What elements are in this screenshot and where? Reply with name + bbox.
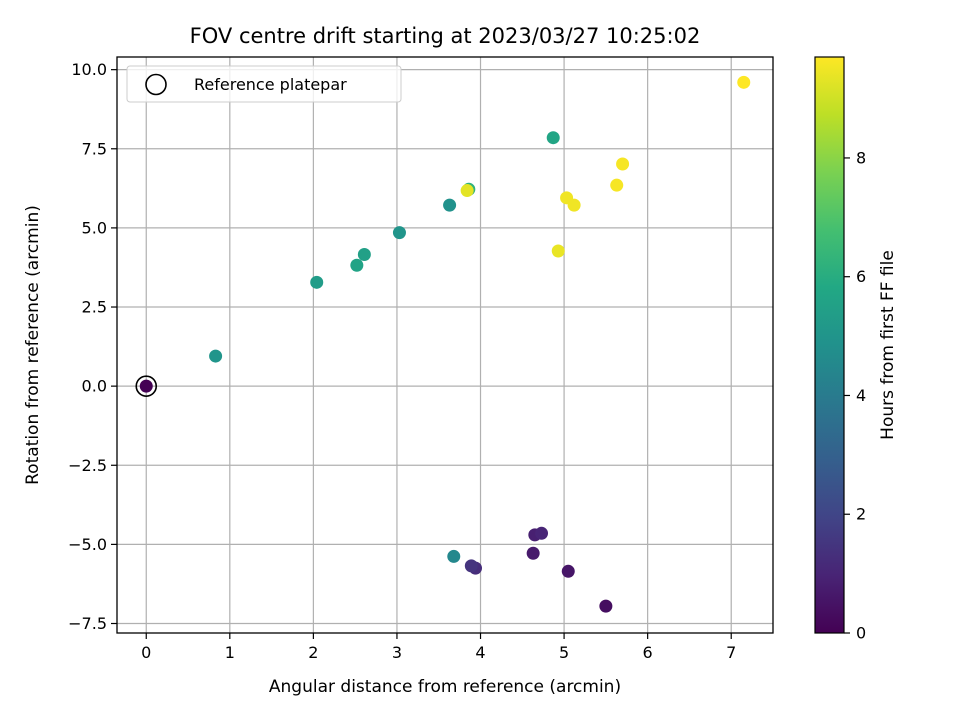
data-point (616, 157, 630, 171)
y-tick-label: 0.0 (82, 377, 107, 396)
chart-title: FOV centre drift starting at 2023/03/27 … (190, 24, 701, 48)
x-tick-label: 5 (559, 643, 569, 662)
colorbar-gradient (815, 57, 844, 633)
y-axis: −7.5 −5.0 −2.5 0.0 2.5 5.0 7.5 10.0 (68, 60, 117, 633)
colorbar-ticks: 0 2 4 6 8 (844, 148, 866, 643)
data-point (447, 549, 461, 563)
data-point (551, 244, 565, 258)
data-point (350, 258, 364, 272)
y-tick-label: 7.5 (82, 139, 107, 158)
reference-platepar-marker (135, 375, 158, 397)
data-point (567, 198, 581, 212)
y-tick-label: −2.5 (68, 456, 107, 475)
data-point (357, 247, 371, 261)
colorbar-tick-label: 2 (856, 505, 866, 524)
data-point (737, 75, 751, 89)
y-axis-label: Rotation from reference (arcmin) (23, 205, 43, 485)
x-axis: 0 1 2 3 4 5 6 7 (141, 633, 736, 662)
plot-background (117, 57, 773, 633)
x-tick-label: 3 (392, 643, 402, 662)
colorbar: 0 2 4 6 8 Hours from first FF file (814, 56, 898, 643)
x-axis-label: Angular distance from reference (arcmin) (269, 677, 621, 697)
x-tick-label: 4 (475, 643, 485, 662)
legend-label-reference-platepar: Reference platepar (194, 75, 347, 94)
legend: Reference platepar (126, 65, 402, 103)
legend-box (126, 65, 402, 103)
x-tick-label: 6 (643, 643, 653, 662)
colorbar-tick-label: 0 (856, 624, 866, 643)
data-point (310, 275, 324, 289)
data-point (526, 546, 540, 560)
y-tick-label: 5.0 (82, 218, 107, 237)
y-tick-label: 10.0 (71, 60, 107, 79)
data-point (139, 379, 153, 393)
data-point (209, 349, 223, 363)
colorbar-tick-label: 4 (856, 386, 866, 405)
data-point (610, 178, 624, 192)
x-tick-label: 1 (225, 643, 235, 662)
data-point (392, 226, 406, 240)
data-point (561, 564, 575, 578)
data-point (546, 131, 560, 145)
x-tick-label: 0 (141, 643, 151, 662)
y-tick-label: −7.5 (68, 614, 107, 633)
scatter-points (139, 75, 751, 613)
data-point (535, 526, 549, 540)
colorbar-tick-label: 8 (856, 148, 866, 167)
x-tick-label: 2 (308, 643, 318, 662)
y-tick-label: 2.5 (82, 298, 107, 317)
colorbar-frame (814, 56, 845, 634)
y-tick-label: −5.0 (68, 535, 107, 554)
x-tick-label: 7 (726, 643, 736, 662)
data-point (599, 599, 613, 613)
colorbar-label: Hours from first FF file (878, 250, 898, 440)
legend-reference-marker (145, 73, 167, 96)
data-point (464, 559, 478, 573)
data-point (460, 184, 474, 198)
data-point (443, 198, 457, 212)
plot-area (116, 56, 774, 634)
colorbar-tick-label: 6 (856, 267, 866, 286)
plot-frame (116, 56, 774, 634)
grid (117, 57, 773, 633)
